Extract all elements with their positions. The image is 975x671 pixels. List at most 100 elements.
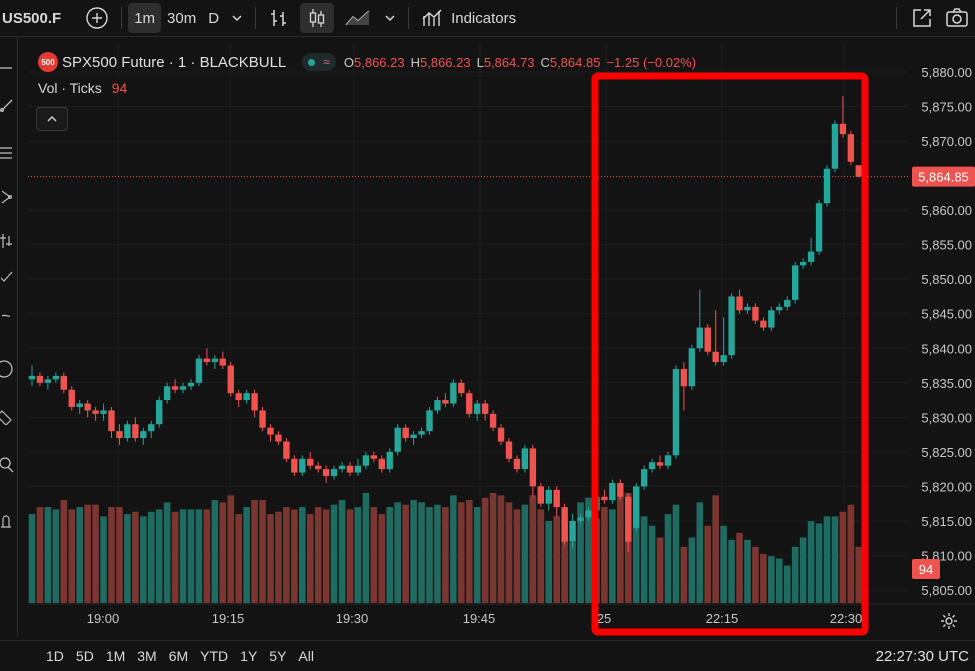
compare-add-button[interactable]: [79, 3, 115, 33]
candle-body[interactable]: [450, 382, 457, 404]
interval-dropdown-button[interactable]: [225, 3, 249, 33]
emoji-tool-icon[interactable]: [0, 359, 14, 382]
candle-body[interactable]: [633, 486, 640, 528]
candle-body[interactable]: [720, 355, 727, 363]
candle-body[interactable]: [617, 482, 624, 497]
candle-body[interactable]: [322, 469, 330, 477]
candle-body[interactable]: [569, 520, 576, 542]
candle-body[interactable]: [338, 465, 346, 470]
candle-body[interactable]: [28, 375, 36, 380]
candle-body[interactable]: [76, 403, 83, 407]
candle-body[interactable]: [219, 358, 226, 366]
candle-body[interactable]: [283, 441, 290, 459]
candle-body[interactable]: [203, 358, 211, 363]
candle-body[interactable]: [792, 265, 799, 300]
candle-body[interactable]: [251, 393, 258, 411]
candle-body[interactable]: [36, 375, 44, 383]
candle-body[interactable]: [92, 410, 99, 414]
chart-settings-button[interactable]: [938, 610, 960, 632]
candle-body[interactable]: [394, 427, 401, 452]
candle-body[interactable]: [187, 382, 195, 387]
candle-body[interactable]: [426, 410, 433, 432]
candle-body[interactable]: [728, 296, 735, 356]
brush-tool-icon[interactable]: [0, 271, 14, 288]
candles-style-button[interactable]: [300, 3, 335, 33]
fib-tool-icon[interactable]: [0, 145, 14, 164]
prediction-tool-icon[interactable]: [0, 233, 14, 252]
candle-body[interactable]: [346, 465, 354, 473]
candle-body[interactable]: [44, 379, 52, 383]
candle-body[interactable]: [291, 458, 298, 473]
candle-body[interactable]: [505, 441, 513, 459]
trend-line-tool-icon[interactable]: [0, 99, 14, 116]
symbol-title[interactable]: SPX500 Future · 1 · BLACKBULL: [62, 53, 287, 71]
candle-body[interactable]: [680, 368, 688, 387]
zoom-tool-icon[interactable]: [0, 457, 14, 476]
utc-clock[interactable]: 22:27:30 UTC: [875, 647, 969, 665]
candle-body[interactable]: [330, 469, 338, 477]
candle-body[interactable]: [259, 410, 266, 428]
candle-body[interactable]: [275, 434, 282, 442]
candle-body[interactable]: [784, 299, 791, 307]
candle-body[interactable]: [370, 455, 378, 459]
candle-body[interactable]: [712, 351, 719, 363]
candle-body[interactable]: [267, 427, 274, 435]
candle-body[interactable]: [124, 424, 131, 439]
area-style-button[interactable]: [338, 3, 378, 33]
candle-body[interactable]: [354, 465, 362, 473]
candle-body[interactable]: [195, 358, 203, 383]
range-button-ytd[interactable]: YTD: [200, 648, 229, 664]
range-button-5y[interactable]: 5Y: [269, 648, 287, 664]
candle-body[interactable]: [434, 400, 441, 411]
price-chart[interactable]: 5,880.00 5,875.00 5,870.00 5,860.00 5,855.00…: [28, 44, 975, 640]
candle-body[interactable]: [315, 465, 322, 470]
volume-legend-label[interactable]: Vol · Ticks: [38, 80, 102, 96]
candle-body[interactable]: [585, 510, 592, 518]
market-status-pill[interactable]: ≈: [302, 53, 336, 71]
candle-body[interactable]: [481, 403, 489, 414]
candle-body[interactable]: [466, 393, 473, 414]
candle-body[interactable]: [776, 306, 783, 311]
chart-style-dropdown-button[interactable]: [378, 3, 402, 33]
candle-body[interactable]: [656, 462, 664, 466]
candle-body[interactable]: [362, 455, 370, 466]
candle-body[interactable]: [545, 489, 552, 504]
candle-body[interactable]: [458, 382, 465, 394]
candle-body[interactable]: [855, 165, 862, 177]
candle-body[interactable]: [163, 386, 171, 401]
candle-body[interactable]: [489, 413, 497, 428]
candle-body[interactable]: [704, 327, 711, 352]
collapse-legend-button[interactable]: [36, 107, 68, 131]
candle-body[interactable]: [52, 375, 60, 380]
candle-body[interactable]: [108, 410, 115, 432]
ruler-tool-icon[interactable]: [0, 409, 14, 428]
candle-body[interactable]: [831, 123, 839, 169]
candle-body[interactable]: [513, 458, 521, 470]
screenshot-button[interactable]: [939, 3, 975, 33]
candle-body[interactable]: [68, 389, 75, 407]
candle-body[interactable]: [211, 358, 219, 363]
lock-tool-icon[interactable]: [0, 513, 14, 532]
candle-body[interactable]: [601, 496, 608, 501]
candle-body[interactable]: [378, 458, 385, 470]
candle-body[interactable]: [609, 482, 616, 501]
indicators-button[interactable]: Indicators: [415, 3, 522, 33]
candle-body[interactable]: [410, 434, 417, 439]
candle-body[interactable]: [664, 455, 672, 466]
candle-body[interactable]: [768, 310, 775, 328]
candle-body[interactable]: [132, 424, 139, 439]
candle-body[interactable]: [386, 451, 393, 470]
candle-body[interactable]: [839, 123, 847, 135]
candle-body[interactable]: [243, 393, 250, 401]
candle-body[interactable]: [418, 431, 425, 435]
candle-body[interactable]: [648, 462, 656, 470]
candle-body[interactable]: [497, 427, 505, 442]
range-button-1y[interactable]: 1Y: [240, 648, 258, 664]
interval-1m-button[interactable]: 1m: [128, 3, 162, 33]
candle-body[interactable]: [116, 431, 123, 439]
candle-body[interactable]: [815, 203, 823, 252]
candle-body[interactable]: [696, 327, 703, 349]
crosshair-tool-icon[interactable]: [0, 61, 14, 78]
bar-style-button[interactable]: [262, 3, 296, 33]
symbol-search-button[interactable]: US500.F: [2, 9, 62, 27]
